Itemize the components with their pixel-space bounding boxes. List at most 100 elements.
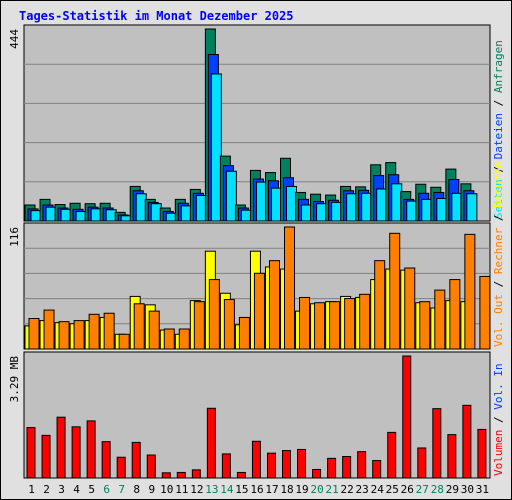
bar-seiten-day-14 [225, 170, 237, 222]
bar-volumen-day-26 [402, 355, 412, 479]
bar-seiten-day-10 [165, 212, 177, 222]
bar-volumen-day-2 [41, 434, 51, 479]
bar-volumen-day-11 [176, 471, 186, 479]
y-max-label: 444 [8, 29, 21, 49]
bar-rechner-day-23 [359, 293, 371, 350]
bar-volumen-day-4 [71, 426, 81, 479]
bar-seiten-day-18 [286, 185, 298, 222]
x-tick-label: 24 [371, 483, 385, 496]
bar-volumen-day-17 [266, 452, 276, 479]
x-tick-label: 9 [148, 483, 155, 496]
x-tick-label: 20 [310, 483, 323, 496]
bar-rechner-day-6 [103, 312, 115, 350]
bar-seiten-day-7 [120, 215, 132, 222]
bar-volumen-day-5 [86, 420, 96, 479]
legend-entry: Rechner [492, 227, 505, 274]
x-tick-label: 7 [118, 483, 125, 496]
bar-seiten-day-6 [105, 209, 117, 222]
bar-seiten-day-28 [436, 198, 448, 222]
bar-seiten-day-11 [180, 205, 192, 222]
bar-rechner-day-19 [299, 296, 311, 350]
legend-entry: Anfragen [492, 40, 505, 93]
bar-volumen-day-18 [282, 450, 292, 479]
bar-seiten-day-12 [195, 194, 207, 222]
bar-volumen-day-7 [116, 456, 126, 479]
bar-seiten-day-23 [361, 192, 373, 222]
bar-rechner-day-7 [118, 333, 130, 350]
x-tick-label: 11 [175, 483, 188, 496]
x-tick-label: 25 [386, 483, 399, 496]
bar-volumen-day-1 [26, 427, 36, 479]
bar-rechner-day-24 [374, 260, 386, 350]
bar-volumen-day-10 [161, 472, 171, 479]
bar-volumen-day-13 [206, 407, 216, 479]
bar-rechner-day-17 [268, 260, 280, 350]
bar-rechner-day-29 [449, 279, 461, 350]
bar-rechner-day-27 [419, 301, 431, 350]
bar-seiten-day-22 [346, 193, 358, 222]
chart-title: Tages-Statistik im Monat Dezember 2025 [19, 9, 294, 23]
bar-rechner-day-25 [389, 232, 401, 350]
x-tick-label: 2 [43, 483, 50, 496]
bar-rechner-day-9 [148, 310, 160, 350]
bar-rechner-day-31 [479, 275, 491, 350]
y-max-label: 116 [8, 227, 21, 247]
bar-volumen-day-3 [56, 416, 66, 479]
bar-seiten-day-20 [316, 203, 328, 222]
bar-rechner-day-14 [223, 299, 235, 350]
x-tick-label: 10 [160, 483, 173, 496]
panel-1: 444 [8, 24, 491, 222]
bar-seiten-day-13 [210, 73, 222, 222]
x-tick-label: 29 [446, 483, 459, 496]
legend-entry: Besuche [492, 162, 505, 208]
x-tick-label: 12 [190, 483, 203, 496]
x-tick-label: 27 [416, 483, 429, 496]
chart-panels: 444 116 3.29 MB [8, 24, 491, 479]
x-tick-label: 17 [265, 483, 278, 496]
x-tick-label: 3 [58, 483, 65, 496]
bar-volumen-day-19 [297, 448, 307, 479]
bar-seiten-day-17 [270, 187, 282, 222]
bar-rechner-day-12 [193, 301, 205, 350]
bar-volumen-day-8 [131, 441, 141, 479]
bar-volumen-day-22 [342, 455, 352, 479]
x-tick-label: 5 [88, 483, 95, 496]
bar-seiten-day-2 [45, 206, 57, 222]
x-tick-label: 31 [476, 483, 489, 496]
x-tick-label: 18 [280, 483, 293, 496]
x-tick-label: 6 [103, 483, 110, 496]
bar-rechner-day-10 [163, 328, 175, 350]
bar-volumen-day-24 [372, 460, 382, 479]
bar-volumen-day-27 [417, 447, 427, 479]
bar-volumen-day-15 [236, 471, 246, 479]
bar-rechner-day-3 [58, 321, 70, 350]
x-tick-label: 1 [28, 483, 35, 496]
bar-rechner-day-21 [329, 301, 341, 350]
x-tick-label: 22 [341, 483, 354, 496]
bar-rechner-day-11 [178, 328, 190, 350]
legend-entry: Seiten [492, 179, 505, 219]
bar-rechner-day-2 [43, 309, 55, 350]
bar-rechner-day-8 [133, 303, 145, 350]
y-max-label: 3.29 MB [8, 356, 21, 403]
bar-rechner-day-30 [464, 233, 476, 350]
legend-separator: / [492, 93, 505, 113]
bar-rechner-day-15 [238, 316, 250, 350]
bar-rechner-day-4 [73, 320, 85, 350]
bar-volumen-day-30 [462, 404, 472, 479]
bar-volumen-day-20 [312, 468, 322, 479]
bar-rechner-day-1 [28, 318, 40, 350]
bar-volumen-day-23 [357, 451, 367, 479]
legend-separator: / [492, 159, 505, 179]
bar-rechner-day-28 [434, 289, 446, 350]
legend-separator: / [492, 274, 505, 294]
bar-seiten-day-26 [406, 200, 418, 222]
bar-seiten-day-15 [240, 209, 252, 222]
bar-volumen-day-21 [327, 457, 337, 479]
bar-seiten-day-4 [75, 210, 87, 222]
bar-rechner-day-16 [253, 272, 265, 350]
bar-seiten-day-27 [421, 198, 433, 222]
bar-volumen-day-31 [477, 428, 487, 479]
